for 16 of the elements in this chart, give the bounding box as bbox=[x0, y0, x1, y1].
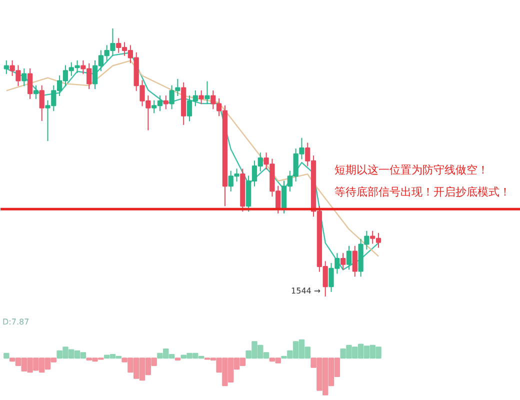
annotation: 1544 → bbox=[291, 286, 321, 296]
candlestick bbox=[4, 60, 9, 75]
candlestick bbox=[204, 80, 210, 105]
candlestick bbox=[163, 95, 168, 110]
candlestick bbox=[340, 252, 346, 270]
candlestick bbox=[39, 84, 44, 122]
candlestick bbox=[22, 68, 27, 87]
text: D:7.87 bbox=[2, 318, 30, 326]
annotation: 等待底部信号出现！开启抄底模式！ bbox=[334, 186, 510, 198]
bar bbox=[4, 352, 10, 359]
candlestick bbox=[27, 68, 33, 100]
candlestick bbox=[346, 245, 352, 270]
candlestick bbox=[198, 90, 204, 105]
candlestick bbox=[352, 245, 358, 278]
candlestick bbox=[33, 84, 39, 100]
annotation: 短期以这一位置为防守线做空！ bbox=[334, 164, 488, 176]
